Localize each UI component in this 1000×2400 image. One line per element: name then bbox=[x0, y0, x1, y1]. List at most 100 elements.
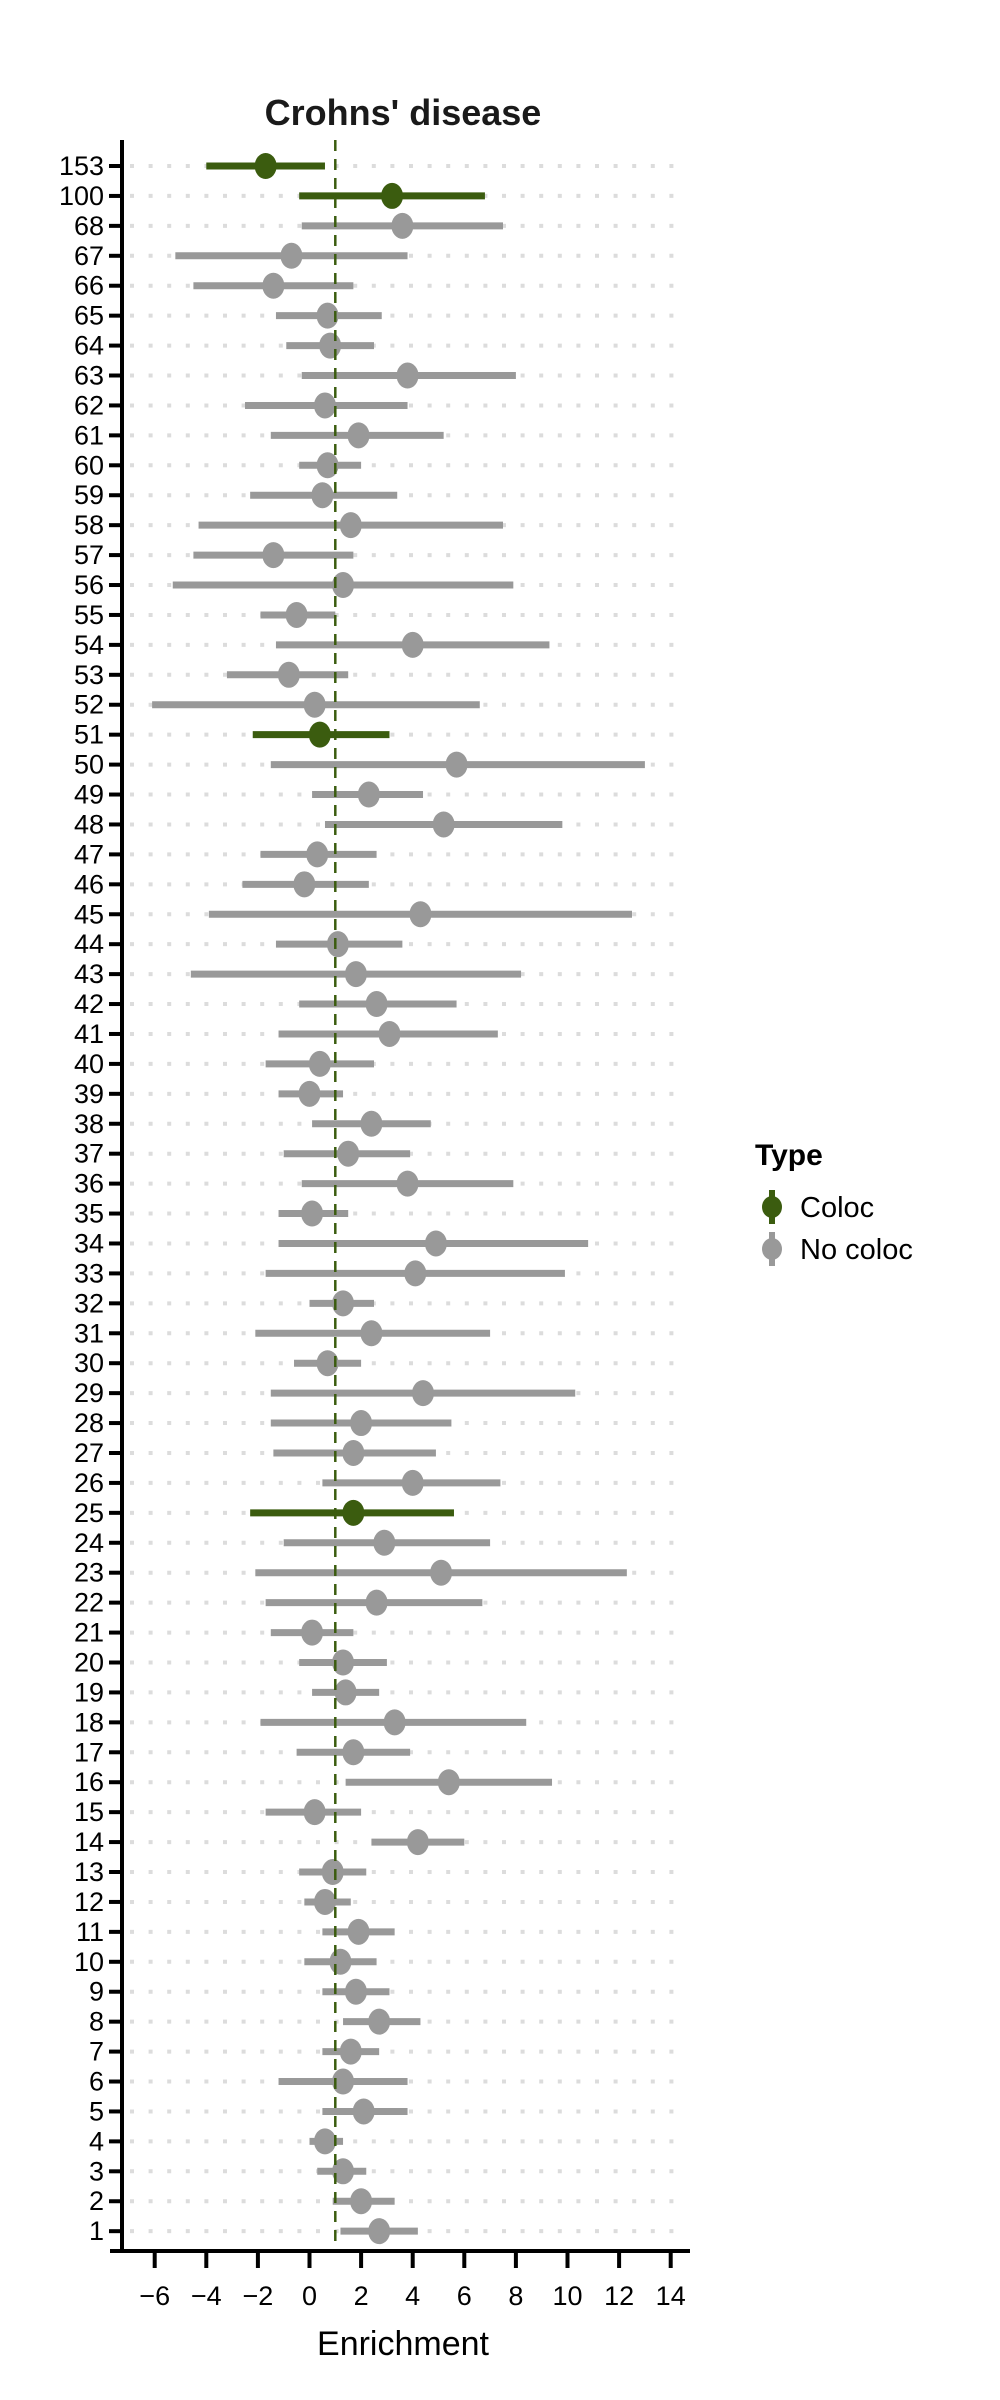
y-axis-label: 65 bbox=[74, 301, 104, 331]
y-axis-label: 63 bbox=[74, 361, 104, 391]
y-axis-label: 14 bbox=[74, 1827, 104, 1857]
forest-row: 39 bbox=[74, 1079, 683, 1109]
data-point bbox=[298, 1080, 321, 1107]
y-axis-label: 22 bbox=[74, 1588, 104, 1618]
x-axis-label: −6 bbox=[139, 2281, 170, 2311]
forest-row: 100 bbox=[59, 181, 683, 211]
y-axis-label: 26 bbox=[74, 1468, 104, 1498]
data-point bbox=[368, 2008, 391, 2035]
y-axis-label: 17 bbox=[74, 1737, 104, 1767]
legend-key: No coloc bbox=[762, 1232, 913, 1266]
forest-row: 3 bbox=[89, 2156, 683, 2186]
x-axis-label: 12 bbox=[604, 2281, 634, 2311]
data-point bbox=[368, 2218, 391, 2245]
y-axis-label: 23 bbox=[74, 1558, 104, 1588]
forest-row: 12 bbox=[74, 1887, 683, 1917]
x-axis-label: −4 bbox=[191, 2281, 222, 2311]
data-point bbox=[344, 1978, 367, 2005]
forest-row: 28 bbox=[74, 1408, 683, 1438]
y-axis-label: 33 bbox=[74, 1258, 104, 1288]
forest-row: 40 bbox=[74, 1049, 683, 1079]
y-axis-label: 55 bbox=[74, 600, 104, 630]
forest-row: 60 bbox=[74, 450, 683, 480]
data-point bbox=[254, 153, 277, 179]
y-axis-label: 11 bbox=[76, 1917, 104, 1947]
data-point bbox=[339, 2038, 362, 2065]
forest-row: 9 bbox=[89, 1977, 683, 2007]
data-point bbox=[337, 1140, 360, 1167]
data-point bbox=[391, 212, 414, 239]
x-axis-label: 4 bbox=[405, 2281, 420, 2311]
data-point bbox=[334, 1679, 357, 1706]
y-axis-label: 46 bbox=[74, 869, 104, 899]
forest-row: 22 bbox=[74, 1588, 683, 1618]
legend-entry-label: No coloc bbox=[800, 1234, 913, 1266]
forest-row: 48 bbox=[74, 809, 683, 839]
x-axis-label: −2 bbox=[243, 2281, 274, 2311]
data-point bbox=[381, 182, 404, 209]
data-point bbox=[365, 1589, 388, 1616]
forest-row: 41 bbox=[74, 1019, 683, 1049]
data-point bbox=[280, 242, 303, 269]
data-point bbox=[313, 392, 336, 419]
forest-row: 13 bbox=[74, 1857, 683, 1887]
y-axis-label: 16 bbox=[74, 1767, 104, 1797]
data-point bbox=[301, 1619, 324, 1646]
forest-row: 19 bbox=[74, 1677, 683, 1707]
y-axis-label: 100 bbox=[59, 181, 104, 211]
y-axis-label: 48 bbox=[74, 809, 104, 839]
data-point bbox=[412, 1380, 435, 1407]
data-point bbox=[406, 1829, 429, 1856]
forest-row: 47 bbox=[74, 839, 683, 869]
y-axis-label: 5 bbox=[89, 2096, 104, 2126]
chart-title: Crohns' disease bbox=[265, 92, 542, 133]
data-point bbox=[316, 302, 339, 329]
y-axis-label: 61 bbox=[74, 420, 104, 450]
forest-row: 56 bbox=[74, 570, 683, 600]
data-point bbox=[373, 1529, 396, 1556]
y-axis-label: 64 bbox=[74, 331, 104, 361]
forest-row: 20 bbox=[74, 1648, 683, 1678]
y-axis-label: 40 bbox=[74, 1049, 104, 1079]
data-point bbox=[347, 422, 370, 449]
forest-row: 42 bbox=[74, 989, 683, 1019]
legend-point-icon bbox=[762, 1238, 782, 1260]
data-point bbox=[326, 931, 349, 958]
y-axis-label: 59 bbox=[74, 480, 104, 510]
y-axis-label: 51 bbox=[74, 720, 104, 750]
y-axis-label: 12 bbox=[74, 1887, 104, 1917]
data-point bbox=[350, 2188, 373, 2215]
y-axis-label: 42 bbox=[74, 989, 104, 1019]
data-point bbox=[404, 1260, 427, 1287]
forest-row: 14 bbox=[74, 1827, 683, 1857]
x-axis-label: 6 bbox=[457, 2281, 472, 2311]
data-point bbox=[262, 272, 285, 299]
y-axis-label: 31 bbox=[74, 1318, 104, 1348]
forest-row: 16 bbox=[74, 1767, 683, 1797]
y-axis-label: 38 bbox=[74, 1109, 104, 1139]
data-point bbox=[445, 751, 468, 778]
data-point bbox=[357, 781, 380, 808]
data-point bbox=[301, 1200, 324, 1227]
forest-row: 55 bbox=[74, 600, 683, 630]
y-axis-label: 1 bbox=[89, 2216, 104, 2246]
legend-key: Coloc bbox=[762, 1190, 874, 1224]
y-axis-label: 19 bbox=[74, 1677, 104, 1707]
y-axis-label: 13 bbox=[74, 1857, 104, 1887]
y-axis-label: 18 bbox=[74, 1707, 104, 1737]
forest-row: 21 bbox=[74, 1618, 683, 1648]
data-point bbox=[432, 811, 455, 838]
data-point bbox=[303, 1799, 326, 1826]
data-point bbox=[316, 1350, 339, 1377]
y-axis-label: 34 bbox=[74, 1228, 104, 1258]
data-point bbox=[365, 991, 388, 1018]
forest-row: 65 bbox=[74, 301, 683, 331]
forest-row: 34 bbox=[74, 1228, 683, 1258]
y-axis-label: 44 bbox=[74, 929, 104, 959]
y-axis-label: 49 bbox=[74, 780, 104, 810]
y-axis-label: 62 bbox=[74, 390, 104, 420]
forest-row: 4 bbox=[89, 2126, 683, 2156]
forest-row: 5 bbox=[89, 2096, 683, 2126]
forest-row: 67 bbox=[74, 241, 683, 271]
